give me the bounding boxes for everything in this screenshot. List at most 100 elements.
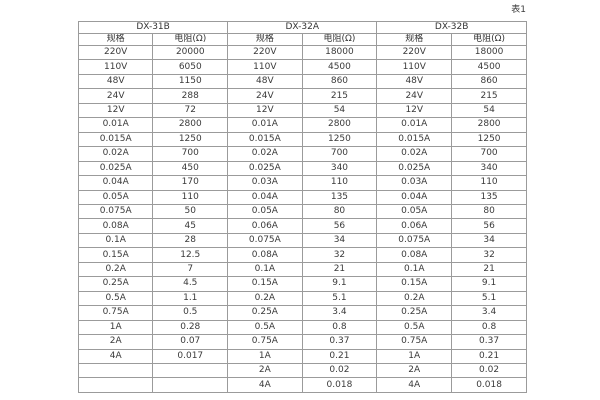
spec-cell: 1A (376, 348, 453, 364)
resistance-cell: 18000 (451, 44, 527, 61)
resistance-cell: 21 (301, 261, 378, 278)
resistance-cell: 340 (451, 160, 527, 177)
resistance-cell: 32 (301, 247, 378, 263)
resistance-cell: 50 (152, 203, 229, 220)
spec-cell: 0.2A (376, 290, 453, 307)
resistance-cell: 1250 (451, 131, 527, 148)
table-row: 0.08A 45 0.06A 56 0.06A 56 (77, 218, 527, 234)
resistance-cell: 32 (451, 247, 527, 263)
table-row: 0.15A 12.5 0.08A 32 0.08A 32 (77, 247, 527, 263)
spec-cell: 0.025A (376, 160, 453, 177)
resistance-cell: 340 (301, 160, 378, 177)
spec-cell: 0.05A (227, 203, 303, 220)
resistance-cell: 110 (451, 175, 527, 191)
resistance-cell: 0.21 (301, 348, 378, 364)
resistance-cell: 110 (301, 175, 378, 191)
resistance-cell: 12.5 (152, 247, 229, 263)
resistance-cell: 1150 (152, 73, 229, 90)
spec-cell: 0.1A (227, 261, 303, 278)
resistance-cell: 450 (152, 160, 229, 177)
group-title-dx32a: DX-32A (227, 21, 378, 34)
spec-cell: 0.06A (376, 218, 453, 234)
spec-cell: 0.02A (227, 146, 303, 162)
resistance-cell: 288 (152, 88, 229, 104)
spec-cell: 110V (376, 59, 453, 75)
table-row: 0.01A 2800 0.01A 2800 0.01A 2800 (77, 117, 527, 133)
spec-cell: 1A (227, 348, 303, 364)
resistance-cell: 0.02 (301, 362, 378, 379)
resistance-cell: 6050 (152, 59, 229, 75)
table-row: 4A 0.018 4A 0.018 (77, 377, 527, 393)
spec-cell: 110V (77, 59, 154, 75)
spec-cell: 12V (376, 102, 453, 119)
resistance-cell: 0.018 (451, 377, 527, 393)
resistance-cell: 54 (451, 102, 527, 119)
spec-cell: 0.075A (77, 203, 154, 220)
spec-cell: 0.25A (227, 305, 303, 321)
resistance-cell: 34 (301, 232, 378, 249)
resistance-cell: 3.4 (301, 305, 378, 321)
resistance-cell: 9.1 (301, 276, 378, 292)
group-title-dx31b: DX-31B (77, 21, 229, 34)
table-row: 48V 1150 48V 860 48V 860 (77, 73, 527, 90)
spec-cell: 12V (77, 102, 154, 119)
resistance-cell: 2800 (451, 117, 527, 133)
spec-cell: 0.1A (77, 232, 154, 249)
resistance-cell: 0.07 (152, 334, 229, 350)
resistance-cell: 34 (451, 232, 527, 249)
spec-cell: 0.08A (376, 247, 453, 263)
table-row: 0.2A 7 0.1A 21 0.1A 21 (77, 261, 527, 278)
spec-cell: 0.1A (376, 261, 453, 278)
resistance-cell: 700 (301, 146, 378, 162)
table-row: 4A 0.017 1A 0.21 1A 0.21 (77, 348, 527, 364)
spec-cell: 4A (227, 377, 303, 393)
spec-cell: 220V (376, 44, 453, 61)
resistance-cell: 3.4 (451, 305, 527, 321)
spec-cell: 0.15A (77, 247, 154, 263)
spec-cell: 0.04A (376, 189, 453, 206)
spec-cell: 0.25A (376, 305, 453, 321)
spec-cell: 12V (227, 102, 303, 119)
spec-cell: 24V (227, 88, 303, 104)
resistance-cell: 0.28 (152, 319, 229, 336)
table-row: 0.025A 450 0.025A 340 0.025A 340 (77, 160, 527, 177)
table-header: DX-31B DX-32A DX-32B 规格 电阻(Ω) 规格 电阻(Ω) 规… (77, 21, 527, 46)
resistance-cell: 45 (152, 218, 229, 234)
table-row: 1A 0.28 0.5A 0.8 0.5A 0.8 (77, 319, 527, 336)
resistance-cell: 28 (152, 232, 229, 249)
resistance-cell: 7 (152, 261, 229, 278)
table-row: 12V 72 12V 54 12V 54 (77, 102, 527, 119)
table-caption: 表1 (511, 5, 526, 15)
resistance-header: 电阻(Ω) (152, 33, 229, 46)
spec-cell: 4A (376, 377, 453, 393)
table-row: 0.05A 110 0.04A 135 0.04A 135 (77, 189, 527, 206)
spec-cell: 0.01A (227, 117, 303, 133)
spec-cell: 110V (227, 59, 303, 75)
resistance-cell: 54 (301, 102, 378, 119)
resistance-cell: 56 (451, 218, 527, 234)
table-row: 0.075A 50 0.05A 80 0.05A 80 (77, 203, 527, 220)
resistance-header: 电阻(Ω) (301, 33, 378, 46)
resistance-cell: 9.1 (451, 276, 527, 292)
table-row: 0.02A 700 0.02A 700 0.02A 700 (77, 146, 527, 162)
resistance-cell: 4500 (301, 59, 378, 75)
spec-cell: 0.015A (376, 131, 453, 148)
spec-cell: 24V (77, 88, 154, 104)
resistance-cell: 0.5 (152, 305, 229, 321)
resistance-cell: 5.1 (301, 290, 378, 307)
resistance-cell: 20000 (152, 44, 229, 61)
resistance-cell: 21 (451, 261, 527, 278)
table-row: 110V 6050 110V 4500 110V 4500 (77, 59, 527, 75)
spec-cell: 0.075A (376, 232, 453, 249)
resistance-cell: 0.02 (451, 362, 527, 379)
spec-cell: 0.06A (227, 218, 303, 234)
spec-cell: 0.2A (77, 261, 154, 278)
table-row: 2A 0.07 0.75A 0.37 0.75A 0.37 (77, 334, 527, 350)
resistance-cell: 2800 (301, 117, 378, 133)
resistance-cell: 4500 (451, 59, 527, 75)
spec-cell (77, 377, 154, 393)
table-row: 24V 288 24V 215 24V 215 (77, 88, 527, 104)
spec-cell: 48V (376, 73, 453, 90)
spec-cell: 0.015A (227, 131, 303, 148)
